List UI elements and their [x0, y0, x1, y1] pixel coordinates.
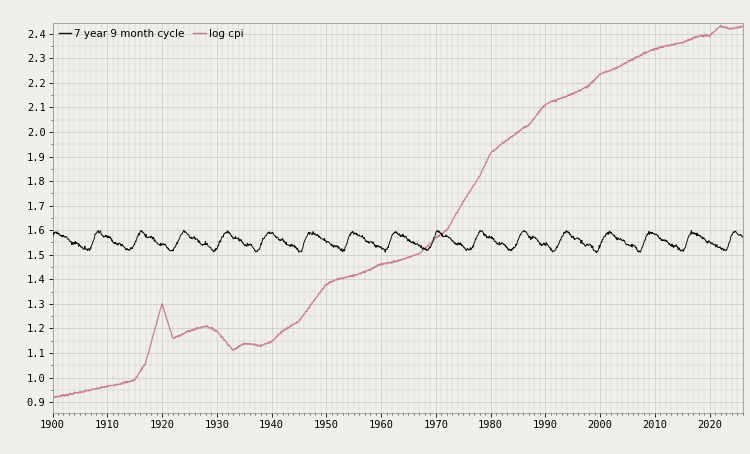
Legend: 7 year 9 month cycle, log cpi: 7 year 9 month cycle, log cpi [55, 25, 248, 43]
